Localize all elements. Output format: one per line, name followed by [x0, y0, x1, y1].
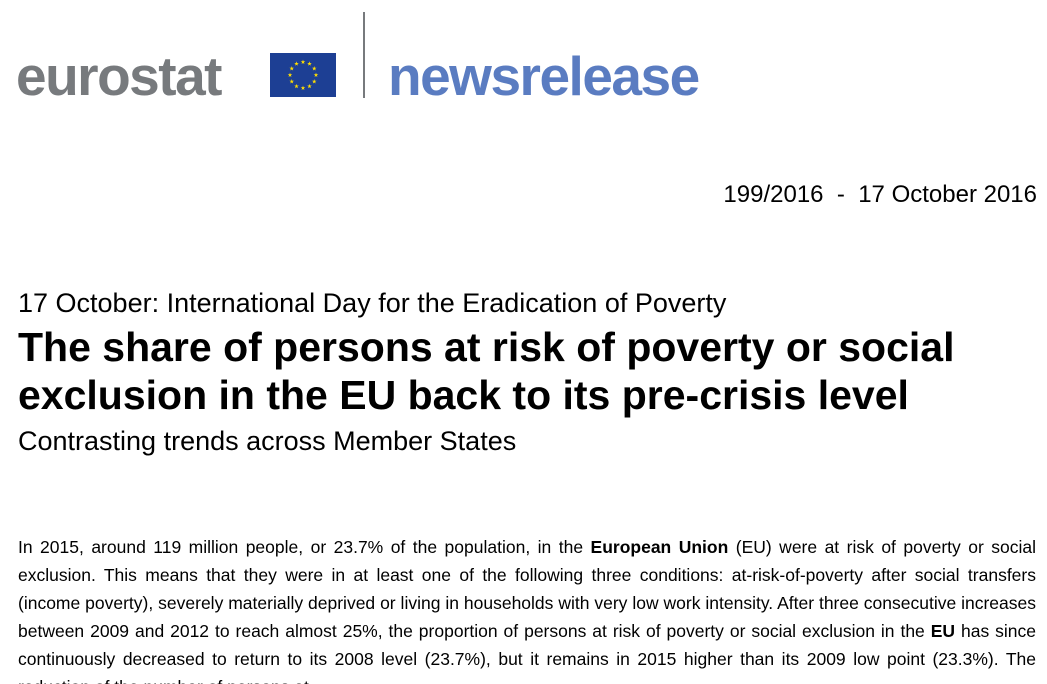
release-date: 17 October 2016	[858, 181, 1037, 208]
article-headline: The share of persons at risk of poverty …	[18, 324, 955, 418]
body-bold-term: EU	[930, 621, 956, 641]
release-reference: 199/2016 - 17 October 2016	[723, 181, 1037, 209]
eu-flag-star	[311, 79, 317, 84]
eu-flag-star	[307, 61, 312, 66]
body-bold-term: European Union	[590, 537, 729, 557]
release-number: 199/2016	[723, 181, 824, 208]
eu-flag-star	[313, 72, 319, 77]
eu-flag-star	[289, 79, 295, 84]
eu-flag-star	[294, 83, 299, 89]
eu-flag-star	[294, 61, 299, 66]
body-paragraph: In 2015, around 119 million people, or 2…	[18, 533, 1036, 684]
eu-flag-star	[300, 85, 306, 90]
eu-flag-star	[307, 83, 312, 89]
body-text: (EU) were at risk of poverty or social e…	[18, 537, 1037, 641]
article-kicker: 17 October: International Day for the Er…	[18, 288, 727, 318]
eurostat-logo-text: eurostat	[16, 45, 223, 107]
release-separator: -	[836, 181, 845, 208]
eu-flag-icon	[270, 53, 336, 97]
eu-flag-star	[300, 59, 306, 64]
eu-flag-star	[289, 66, 295, 71]
eu-flag-star	[287, 72, 293, 77]
newsrelease-logo-text: newsrelease	[388, 45, 700, 107]
body-text: has since continuously decreased to retu…	[18, 621, 1036, 684]
body-text: In 2015, around 119 million people, or 2…	[18, 537, 591, 557]
logo-divider	[363, 12, 365, 98]
article-subtitle: Contrasting trends across Member States	[18, 426, 517, 456]
eu-flag-star	[311, 66, 317, 71]
